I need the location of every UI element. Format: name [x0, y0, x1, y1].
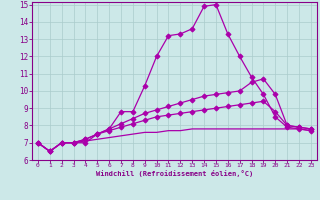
X-axis label: Windchill (Refroidissement éolien,°C): Windchill (Refroidissement éolien,°C): [96, 170, 253, 177]
